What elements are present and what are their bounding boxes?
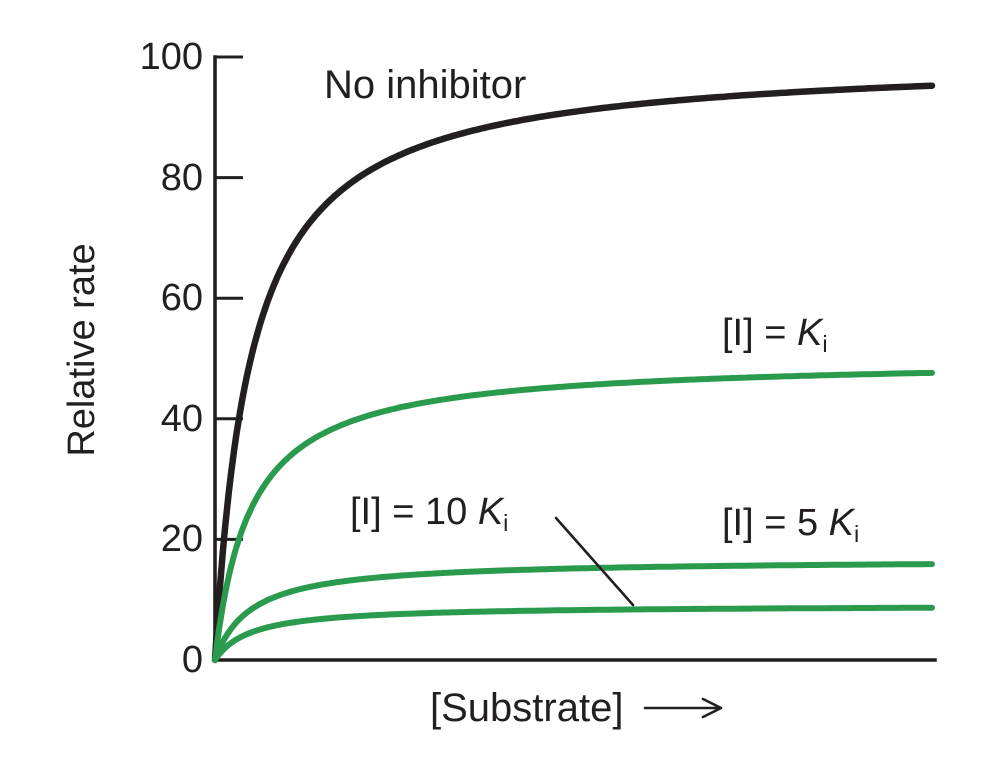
ytick-0: 0	[181, 639, 203, 681]
label-no-inhibitor: No inhibitor	[324, 63, 527, 107]
label-ki-sub: i	[822, 330, 828, 357]
curve-i-ki	[212, 369, 935, 663]
curve-no-inhibitor	[211, 82, 936, 664]
ytick-100: 100	[139, 36, 203, 78]
curve-i-5-ki	[212, 561, 935, 663]
label-10ki-symbol: K	[477, 491, 504, 533]
pointer-line-10ki	[554, 516, 635, 607]
label-5ki: [I] = 5 Ki	[722, 501, 859, 549]
label-10ki-prefix: [I] = 10	[350, 491, 478, 533]
label-5ki-symbol: K	[828, 502, 855, 544]
curve-i-10-ki	[212, 604, 935, 663]
x-axis-label: [Substrate]	[430, 686, 624, 730]
label-10ki-sub: i	[503, 509, 509, 536]
label-ki-prefix: [I] =	[722, 312, 797, 354]
ytick-80: 80	[160, 157, 203, 199]
y-axis-label: Relative rate	[61, 243, 103, 457]
label-ki-symbol: K	[796, 312, 823, 354]
label-ki: [I] = Ki	[722, 311, 828, 359]
label-10ki: [I] = 10 Ki	[350, 490, 508, 538]
x-axis-label-group: [Substrate]	[430, 685, 727, 731]
ytick-40: 40	[160, 398, 203, 440]
label-5ki-sub: i	[854, 520, 860, 547]
ytick-20: 20	[160, 518, 203, 560]
label-5ki-prefix: [I] = 5	[722, 502, 829, 544]
right-arrow-icon	[644, 697, 723, 719]
ytick-60: 60	[160, 277, 203, 319]
